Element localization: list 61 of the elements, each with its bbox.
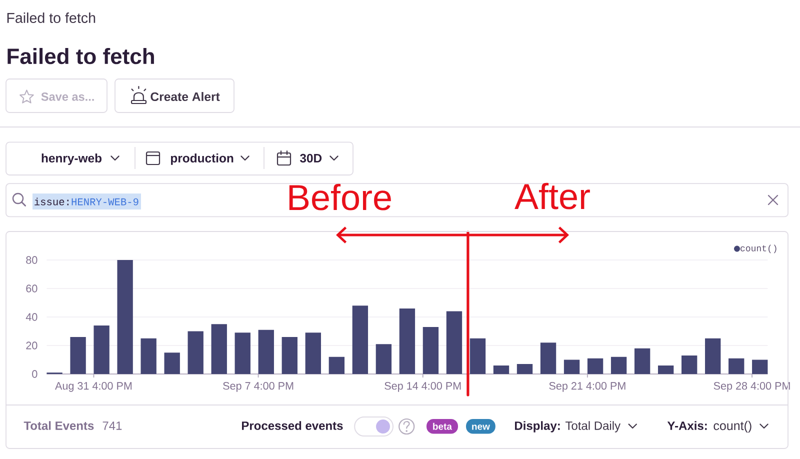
bar <box>352 306 368 374</box>
legend-label: count() <box>740 244 776 254</box>
bar <box>587 358 604 374</box>
bar <box>211 324 227 374</box>
text: After <box>514 182 590 210</box>
bar <box>682 355 698 374</box>
bar <box>564 360 580 374</box>
bar <box>610 356 627 374</box>
text: Total Events <box>24 421 94 430</box>
x-tick-label: Sep 28 4:00 PM <box>714 382 790 392</box>
bar <box>70 336 86 374</box>
bar <box>728 358 744 374</box>
bar <box>188 331 204 374</box>
y-tick-label: 80 <box>26 256 38 264</box>
y-tick-label: 20 <box>26 342 38 350</box>
bar <box>94 326 110 374</box>
text: HENRY-WEB-9 <box>72 198 138 206</box>
bar <box>234 332 250 374</box>
bar <box>540 342 556 374</box>
text: Y-Axis: <box>667 421 707 430</box>
bar <box>446 311 462 374</box>
chart-title: Failed to fetch <box>8 48 154 64</box>
y-tick-label: 0 <box>32 370 38 378</box>
bar <box>470 338 486 374</box>
bar <box>140 338 156 374</box>
x-tick-label: Aug 31 4:00 PM <box>55 382 132 392</box>
bar <box>752 360 768 374</box>
bar <box>305 332 321 374</box>
x-tick-label: Sep 21 4:00 PM <box>549 382 626 392</box>
bar <box>164 352 180 374</box>
text: Save as... <box>41 92 94 101</box>
y-tick-label: 60 <box>26 284 38 292</box>
bar <box>658 365 674 374</box>
bar <box>399 308 416 374</box>
text: 741 <box>102 422 122 430</box>
text: Before <box>289 184 391 210</box>
bar <box>117 260 133 374</box>
text: Create Alert <box>150 92 220 102</box>
text: beta <box>433 422 452 430</box>
bar <box>328 356 345 374</box>
text: henry-web <box>42 154 102 165</box>
text: 30D <box>300 154 322 163</box>
text: count() <box>714 420 752 433</box>
bar <box>493 365 510 374</box>
text: Display: <box>515 421 560 432</box>
text: production <box>171 154 234 165</box>
bar <box>516 364 533 374</box>
x-tick-label: Sep 7 4:00 PM <box>223 382 294 392</box>
text: Total Daily <box>565 421 621 432</box>
x-tick-label: Sep 14 4:00 PM <box>384 382 461 392</box>
text: Failed to fetch <box>7 12 96 23</box>
bar <box>705 338 721 374</box>
bar <box>376 344 392 374</box>
bar <box>634 348 650 374</box>
bar <box>258 330 274 374</box>
bar <box>422 326 439 374</box>
y-tick-label: 40 <box>26 313 38 321</box>
text: issue: <box>34 198 68 206</box>
text: Processed events <box>242 421 343 430</box>
text: new <box>472 424 490 430</box>
bar <box>282 336 298 374</box>
